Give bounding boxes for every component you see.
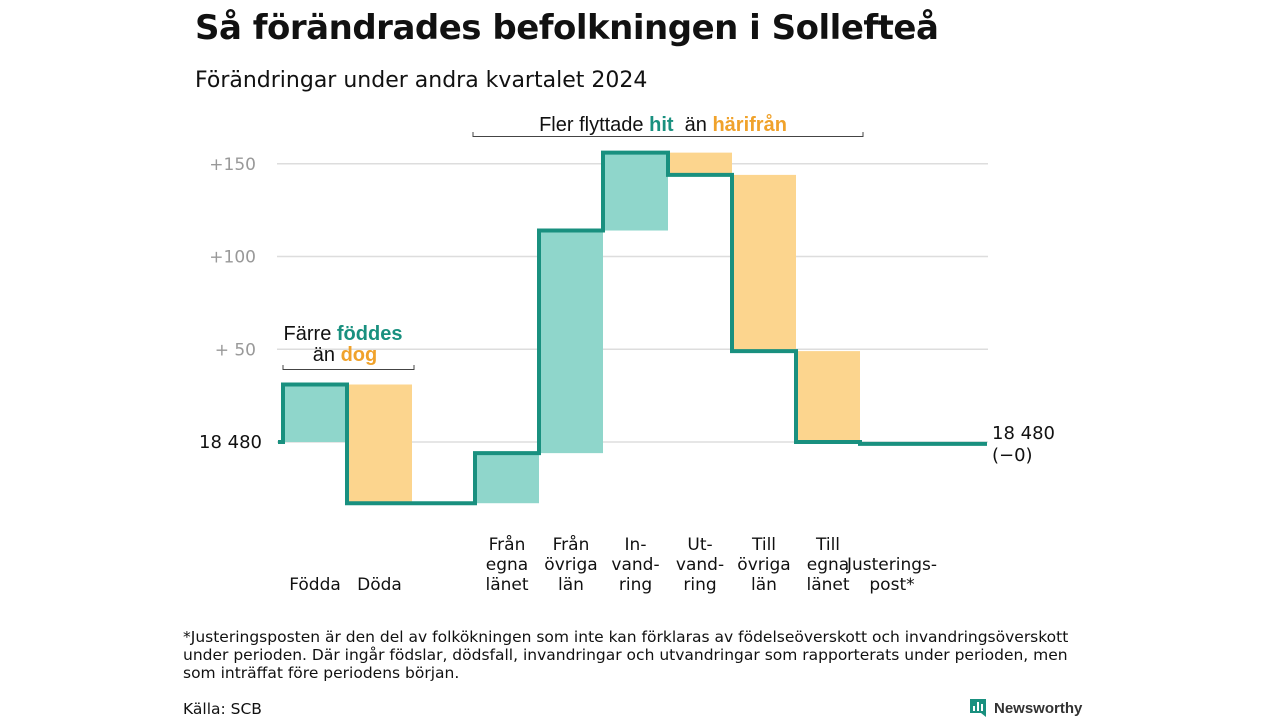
category-label: egna bbox=[486, 555, 528, 575]
end-change-label: (−0) bbox=[992, 445, 1033, 466]
y-tick-label: + 50 bbox=[215, 340, 256, 360]
category-label: länet bbox=[806, 575, 849, 595]
category-label: Födda bbox=[289, 575, 341, 595]
births-annotation: Färre föddes än dog bbox=[282, 323, 415, 370]
category-label: Ut- bbox=[687, 535, 712, 555]
category-label: övriga bbox=[544, 555, 597, 575]
category-label: In- bbox=[625, 535, 647, 555]
category-label: länet bbox=[485, 575, 528, 595]
bar bbox=[603, 152, 668, 231]
y-tick-label: +100 bbox=[209, 248, 256, 268]
y-axis-ticks: + 50 +100 +150 bbox=[209, 155, 256, 361]
end-value-label: 18 480 bbox=[992, 423, 1055, 444]
category-label: Till bbox=[751, 535, 776, 555]
category-label: Från bbox=[489, 534, 526, 555]
migration-annotation-hl2: härifrån bbox=[712, 113, 786, 136]
migration-bracket bbox=[472, 132, 864, 137]
bar-chart-icon bbox=[970, 699, 986, 717]
category-label: Justerings- bbox=[846, 555, 937, 575]
category-label: övriga bbox=[737, 555, 790, 575]
migration-annotation-hl1: hit bbox=[649, 114, 674, 136]
category-label: ring bbox=[683, 575, 716, 595]
migration-annotation-mid: än bbox=[674, 114, 713, 136]
brand-logo: Newsworthy bbox=[968, 697, 1082, 719]
births-annotation-hl2: dog bbox=[341, 344, 378, 366]
category-label: post* bbox=[869, 575, 914, 595]
category-label: län bbox=[751, 575, 777, 595]
births-annotation-hl1: föddes bbox=[337, 323, 403, 345]
source-label: Källa: SCB bbox=[183, 700, 262, 718]
footnote: *Justeringsposten är den del av folkökni… bbox=[183, 628, 1069, 682]
category-label: ring bbox=[619, 575, 652, 595]
bar bbox=[732, 174, 796, 352]
brand-name: Newsworthy bbox=[994, 699, 1083, 717]
category-label: Till bbox=[815, 535, 840, 555]
bars bbox=[283, 152, 924, 504]
births-annotation-mid: än bbox=[313, 344, 341, 366]
births-bracket bbox=[282, 365, 415, 370]
births-annotation-line2: än dog bbox=[313, 344, 377, 366]
start-value-label: 18 480 bbox=[199, 432, 262, 453]
chart-subtitle: Förändringar under andra kvartalet 2024 bbox=[195, 68, 648, 93]
category-label: vand- bbox=[611, 555, 659, 575]
migration-annotation: Fler flyttade hit än härifrån bbox=[472, 113, 864, 137]
category-labels: Födda DödaFrånegnalänetFrånövrigalänIn-va… bbox=[289, 534, 937, 595]
category-label: vand- bbox=[676, 555, 724, 575]
category-label: egna bbox=[807, 555, 849, 575]
category-label: Från bbox=[553, 534, 590, 555]
y-tick-label: +150 bbox=[209, 155, 256, 175]
bar bbox=[475, 453, 539, 504]
bar bbox=[283, 384, 347, 442]
births-annotation-pre: Färre bbox=[284, 323, 337, 345]
bar bbox=[668, 152, 732, 175]
category-label: län bbox=[558, 575, 584, 595]
migration-annotation-pre: Fler flyttade bbox=[539, 114, 649, 136]
migration-annotation-text: Fler flyttade hit än härifrån bbox=[539, 113, 787, 136]
category-label: Döda bbox=[357, 575, 402, 595]
births-annotation-line1: Färre föddes bbox=[284, 323, 403, 345]
waterfall-chart: + 50+100+150 Födda DödaFrånegnalänetFrånö… bbox=[199, 113, 1055, 595]
population-line bbox=[278, 150, 987, 506]
bar bbox=[347, 384, 412, 504]
chart-title: Så förändrades befolkningen i Sollefteå bbox=[195, 8, 939, 48]
bar bbox=[796, 351, 860, 442]
bar bbox=[539, 230, 603, 454]
